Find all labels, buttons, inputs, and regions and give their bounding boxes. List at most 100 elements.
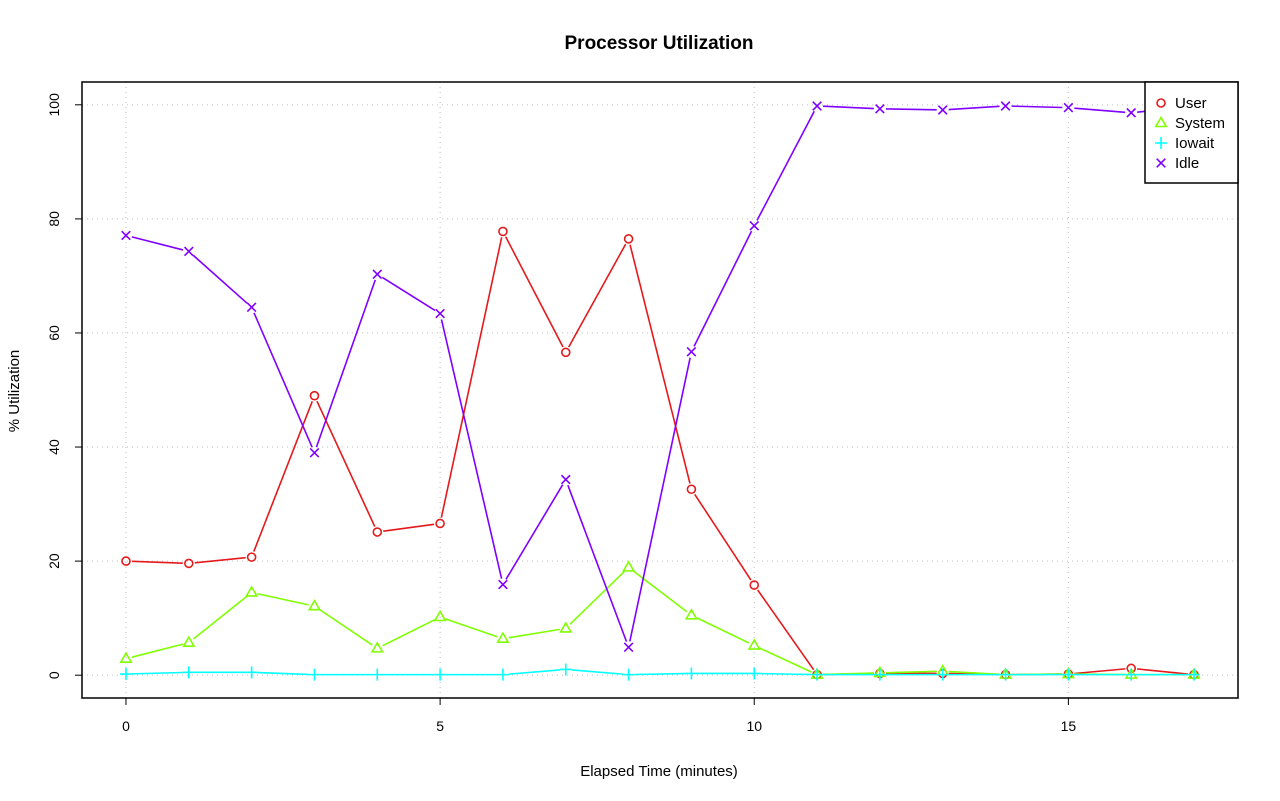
- x-axis-label: Elapsed Time (minutes): [580, 763, 738, 780]
- series-user-segment: [757, 589, 815, 671]
- series-user-segment: [694, 493, 752, 581]
- y-tick-label: 100: [46, 93, 62, 117]
- series-iowait-point: [119, 668, 132, 681]
- series-user-point: [121, 556, 131, 566]
- series-iowait-point: [308, 668, 321, 681]
- y-axis-label: % Utilization: [6, 350, 23, 433]
- series-idle-point: [749, 220, 760, 231]
- series-user-segment: [504, 236, 564, 348]
- series-iowait: [119, 663, 1201, 681]
- series-iowait-segment: [257, 671, 309, 676]
- series-user-point: [623, 234, 634, 244]
- series-idle-point: [246, 302, 257, 313]
- series-system-point: [119, 651, 133, 663]
- series-idle-point: [560, 474, 571, 485]
- series-idle-point: [1063, 102, 1074, 113]
- series-user-segment: [1137, 668, 1189, 675]
- series-system-segment: [885, 670, 937, 674]
- series-system-segment: [508, 628, 560, 639]
- axis-ticks: 0 5 10 15 0 20 40 60 80 100: [46, 93, 1076, 734]
- series-system-segment: [192, 595, 248, 640]
- series-iowait-point: [622, 668, 635, 681]
- series-user: [121, 226, 1199, 680]
- series-user-point: [749, 580, 760, 590]
- series-system-point: [182, 635, 196, 647]
- series-iowait-segment: [634, 672, 686, 676]
- series-system-segment: [696, 617, 750, 644]
- x-tick-label: 5: [436, 718, 444, 734]
- series-iowait-point: [1062, 668, 1075, 681]
- y-tick-label: 40: [46, 439, 62, 455]
- series-idle-segment: [381, 276, 436, 312]
- series-iowait-segment: [508, 669, 560, 675]
- series-idle-point: [623, 642, 634, 653]
- series-iowait-segment: [571, 669, 623, 675]
- series-iowait-point: [811, 668, 824, 681]
- series-idle-segment: [1074, 107, 1126, 114]
- series-idle-point: [1126, 107, 1137, 118]
- series-user-segment: [194, 556, 246, 564]
- series-iowait-point: [999, 668, 1012, 681]
- series-system-point: [370, 641, 384, 653]
- series-idle-segment: [885, 108, 937, 111]
- series-system-point: [559, 621, 573, 633]
- series-system-segment: [382, 618, 436, 647]
- series-idle-point: [812, 101, 822, 111]
- legend-marker-system: [1154, 115, 1168, 128]
- series-idle-segment: [505, 484, 564, 580]
- legend-label-system: System: [1175, 115, 1225, 132]
- series-iowait-point: [371, 668, 384, 681]
- series-system-point: [245, 585, 259, 597]
- series-layer: [119, 101, 1201, 681]
- legend-marker-user: [1156, 98, 1166, 108]
- plot-frame: [81, 81, 1239, 699]
- series-iowait-point: [748, 667, 761, 680]
- series-iowait-segment: [760, 672, 812, 676]
- series-iowait-segment: [131, 671, 183, 675]
- series-user-segment: [629, 244, 691, 484]
- legend-label-user: User: [1175, 95, 1207, 112]
- series-system-segment: [257, 592, 309, 606]
- series-iowait-point: [1125, 668, 1138, 681]
- grid: [82, 82, 1238, 698]
- series-idle: [121, 101, 1199, 653]
- x-tick-label: 0: [122, 718, 130, 734]
- x-tick-label: 10: [746, 718, 762, 734]
- legend: User System Iowait Idle: [1144, 81, 1239, 184]
- series-iowait-point: [873, 668, 886, 681]
- series-idle-point: [1000, 101, 1011, 111]
- y-tick-label: 60: [46, 325, 62, 341]
- series-user-point: [686, 484, 697, 495]
- series-system-segment: [569, 570, 625, 625]
- series-idle-point: [498, 579, 508, 590]
- series-user-point: [435, 518, 445, 529]
- series-idle-segment: [693, 230, 753, 347]
- series-system-point: [622, 560, 636, 572]
- series-user-segment: [1074, 668, 1126, 675]
- series-idle-point: [686, 346, 697, 357]
- series-system-point: [747, 638, 761, 650]
- series-user-segment: [316, 400, 376, 527]
- series-system-segment: [759, 647, 812, 673]
- series-system: [119, 560, 1201, 679]
- series-idle-segment: [1011, 105, 1063, 109]
- series-idle-segment: [131, 236, 184, 251]
- series-iowait-point: [936, 668, 949, 681]
- series-system-segment: [445, 618, 498, 638]
- series-idle-point: [309, 447, 320, 458]
- series-iowait-point: [245, 666, 258, 679]
- series-idle-segment: [948, 105, 1000, 111]
- series-system-segment: [318, 608, 373, 646]
- series-idle-segment: [629, 357, 691, 642]
- series-idle-point: [435, 308, 445, 319]
- series-user-point: [372, 527, 383, 537]
- series-system-segment: [632, 570, 688, 613]
- series-user-segment: [131, 560, 183, 564]
- y-tick-label: 20: [46, 553, 62, 569]
- series-user-point: [560, 347, 571, 358]
- series-system-point: [307, 599, 322, 611]
- legend-label-iowait: Iowait: [1175, 135, 1215, 152]
- series-user-segment: [383, 523, 435, 533]
- series-idle-point: [372, 269, 383, 280]
